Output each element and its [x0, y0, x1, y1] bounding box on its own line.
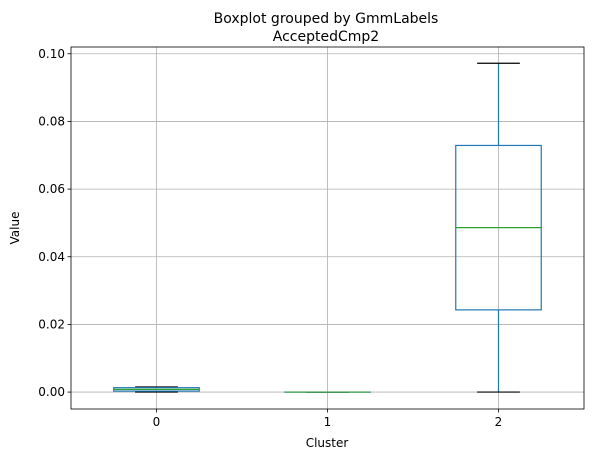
x-tick-label: 0	[153, 415, 161, 429]
y-tick-label: 0.02	[38, 317, 65, 331]
x-axis-label: Cluster	[306, 436, 349, 450]
chart-suptitle: Boxplot grouped by GmmLabels	[214, 11, 439, 27]
boxes	[113, 62, 542, 393]
y-tick-label: 0.00	[38, 385, 65, 399]
y-tick-label: 0.04	[38, 250, 65, 264]
x-tick-label: 1	[324, 415, 332, 429]
y-tick-label: 0.06	[38, 182, 65, 196]
x-tick-label: 2	[495, 415, 503, 429]
y-tick-label: 0.10	[38, 47, 65, 61]
y-tick-label: 0.08	[38, 114, 65, 128]
ticks: 0.00 0.02 0.04 0.06 0.08 0.10 0 1 2	[38, 47, 502, 429]
chart-title: AcceptedCmp2	[273, 29, 379, 45]
y-axis-label: Value	[8, 212, 22, 245]
box-group-0	[113, 386, 200, 393]
box-group-2	[455, 62, 542, 393]
